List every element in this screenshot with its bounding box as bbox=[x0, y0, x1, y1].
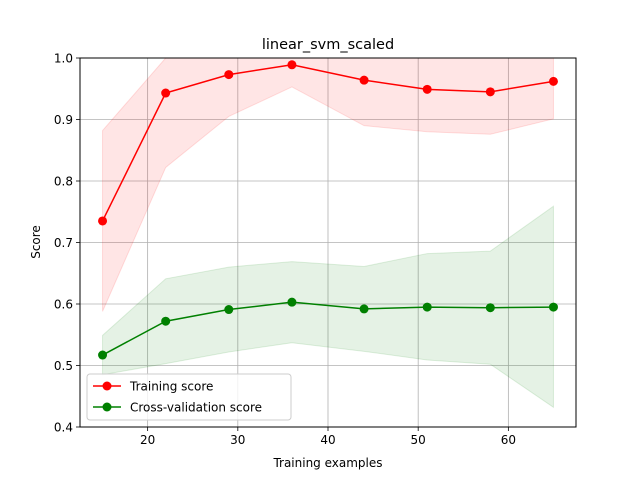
series-line-1 bbox=[102, 301, 554, 356]
series-band-1 bbox=[102, 205, 554, 409]
data-point bbox=[224, 305, 234, 315]
series-band-0 bbox=[102, 58, 554, 312]
x-tick-label: 60 bbox=[501, 433, 516, 447]
legend-box bbox=[86, 373, 292, 421]
y-tick-label: 0.6 bbox=[54, 298, 73, 312]
y-tick-label: 1.0 bbox=[54, 52, 73, 66]
data-point bbox=[359, 304, 369, 314]
data-point bbox=[161, 316, 171, 326]
data-point bbox=[548, 76, 558, 86]
data-point bbox=[548, 302, 558, 312]
data-point bbox=[485, 303, 495, 313]
y-tick-label: 0.8 bbox=[54, 175, 73, 189]
data-point bbox=[98, 350, 108, 360]
legend-label: Cross-validation score bbox=[130, 401, 262, 415]
data-point bbox=[422, 302, 432, 312]
y-tick-label: 0.7 bbox=[54, 236, 73, 250]
data-point bbox=[485, 87, 495, 97]
data-point bbox=[359, 75, 369, 85]
legend-marker bbox=[102, 381, 112, 391]
chart-title: linear_svm_scaled bbox=[262, 37, 394, 53]
y-axis-label: Score bbox=[29, 225, 43, 259]
x-tick-label: 30 bbox=[230, 433, 245, 447]
y-tick-label: 0.4 bbox=[54, 421, 73, 435]
legend-marker bbox=[102, 402, 112, 412]
legend-label: Training score bbox=[129, 380, 213, 394]
data-point bbox=[287, 297, 297, 307]
x-tick-label: 20 bbox=[140, 433, 155, 447]
data-point bbox=[224, 70, 234, 80]
plot-area: 20 30 40 50 60 0.4 0.5 0.6 0.7 0.8 0.9 1.0 Training … bbox=[54, 52, 577, 447]
y-tick-label: 0.5 bbox=[54, 359, 73, 373]
legend: Training score Cross-validation score bbox=[86, 373, 292, 421]
data-point bbox=[422, 84, 432, 94]
data-point bbox=[287, 60, 297, 70]
data-point bbox=[98, 216, 108, 226]
x-tick-label: 50 bbox=[411, 433, 426, 447]
series-line-0 bbox=[101, 64, 554, 222]
y-tick-label: 0.9 bbox=[54, 113, 73, 127]
x-tick-label: 40 bbox=[320, 433, 335, 447]
x-axis-label: Training examples bbox=[272, 456, 382, 470]
data-point bbox=[161, 88, 171, 98]
